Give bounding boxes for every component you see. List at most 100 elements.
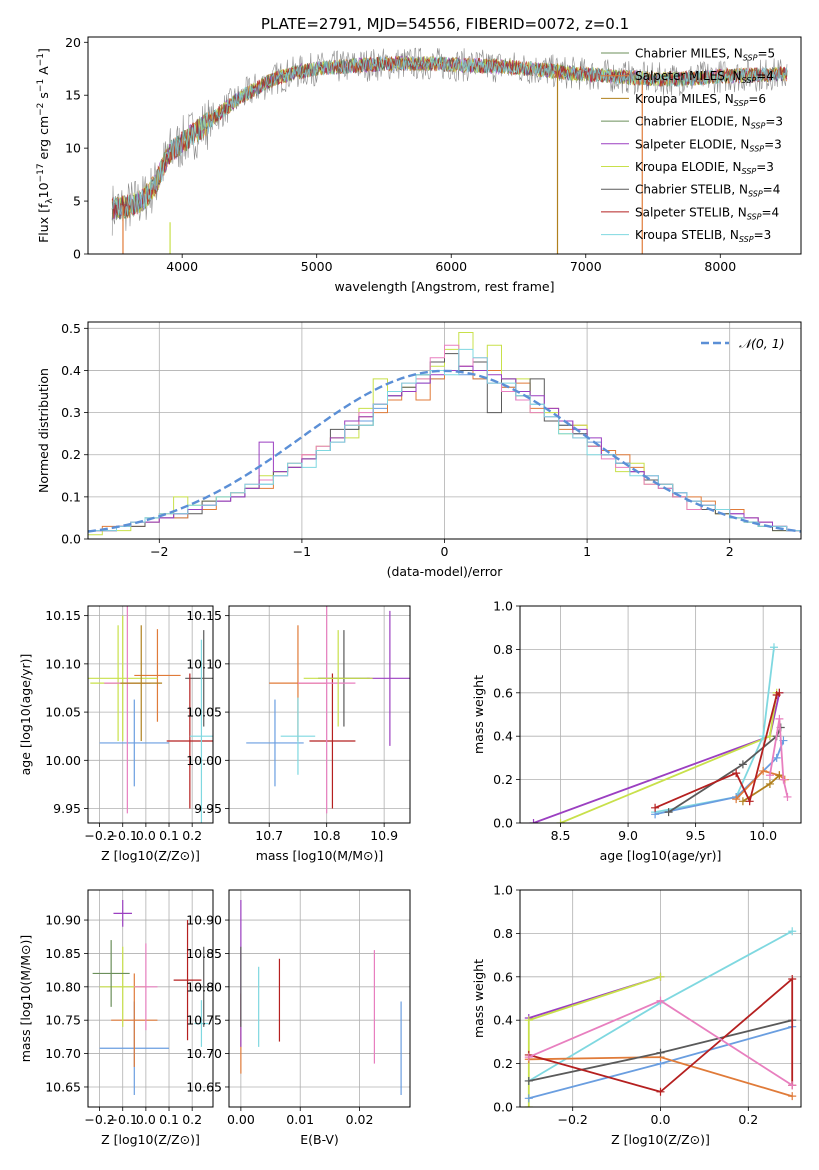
legend: Chabrier MILES, NSSP=5 Salpeter MILES, NS…: [601, 47, 783, 244]
weight-marker: [775, 771, 784, 780]
weight-marker: [745, 797, 754, 806]
legend-label: Chabrier MILES, NSSP=5: [635, 47, 775, 63]
y-tick-label: 10.85: [45, 946, 81, 961]
x-tick-label: 8.5: [551, 828, 571, 843]
legend-label: Salpeter MILES, NSSP=4: [635, 69, 774, 85]
y-tick-label: 10.05: [45, 705, 81, 720]
weight-line: [769, 718, 789, 798]
y-tick-label: 10.90: [186, 913, 222, 928]
x-tick-label: 0.02: [346, 1112, 374, 1127]
weight-marker: [738, 797, 747, 806]
weight-marker: [732, 795, 741, 804]
y-tick-label: 10: [65, 141, 81, 156]
weight-marker: [779, 775, 788, 784]
weight-marker: [775, 688, 784, 697]
axes-frame: [519, 605, 802, 824]
x-axis-label: Z [log10(Z/Z⊙)]: [101, 848, 200, 863]
age-vs-metallicity-panel: −0.2−0.10.0 0.1 0.2 9.95 10.00 10.05 10.10 10.1…: [18, 605, 214, 863]
age-vs-mass-panel: 10.7 10.8 10.9 9.95 10.00 10.05 10.10 10.15 mass…: [186, 605, 411, 863]
y-tick-label: 10.85: [186, 946, 222, 961]
x-tick-label: 0.1: [159, 828, 179, 843]
weight-marker: [524, 1094, 533, 1103]
plot-area: [92, 900, 213, 1095]
x-tick-label: −0.1: [108, 1112, 138, 1127]
y-tick-label: 0.1: [61, 489, 81, 504]
weight-marker: [759, 766, 768, 775]
y-tick-label: 10.75: [186, 1013, 222, 1028]
y-tick-label: 0.8: [493, 642, 513, 657]
y-axis-label: mass [log10(M/M⊙)]: [18, 935, 33, 1063]
y-tick-label: 20: [65, 35, 81, 50]
weight-marker: [788, 974, 797, 983]
axes-frame: [87, 605, 214, 824]
x-tick-label: 0.2: [182, 828, 202, 843]
plot-area: [524, 927, 797, 1107]
y-tick-label: 10.65: [186, 1079, 222, 1094]
weight-marker: [788, 1081, 797, 1090]
x-axis-label: age [log10(age/yr)]: [600, 848, 722, 863]
legend-label: Salpeter ELODIE, NSSP=3: [635, 137, 782, 153]
y-tick-label: 9.95: [53, 801, 81, 816]
x-tick-label: −0.2: [84, 828, 114, 843]
weight-marker: [524, 1076, 533, 1085]
y-tick-label: 0.4: [61, 363, 81, 378]
x-tick-label: 9.5: [686, 828, 706, 843]
weight-marker: [772, 753, 781, 762]
legend-label: Chabrier ELODIE, NSSP=3: [635, 115, 783, 131]
y-tick-label: 10.10: [186, 656, 222, 671]
x-tick-label: 7000: [570, 259, 602, 274]
x-tick-label: −0.2: [558, 1112, 588, 1127]
legend-label: Kroupa STELIB, NSSP=3: [635, 228, 771, 244]
plot-area: [88, 606, 213, 823]
spectrum-line: [112, 55, 788, 219]
y-axis-label: mass weight: [471, 675, 486, 754]
y-tick-label: 15: [65, 88, 81, 103]
weight-marker: [788, 1092, 797, 1101]
weight-line: [528, 977, 794, 1093]
legend-label: Chabrier STELIB, NSSP=4: [635, 183, 780, 199]
x-tick-label: 0.0: [136, 1112, 156, 1127]
plot-area: [529, 643, 792, 823]
y-tick-label: 10.00: [45, 753, 81, 768]
spectrum-line: [111, 56, 788, 219]
weight-vs-metallicity-panel: −0.2 0.0 0.2 0.0 0.2 0.4 0.6 0.8 1.0 Z [log10(Z/Z…: [471, 883, 802, 1147]
x-tick-label: 0.0: [651, 1112, 671, 1127]
x-axis-label: (data-model)/error: [387, 564, 504, 579]
x-tick-label: 0.2: [182, 1112, 202, 1127]
weight-marker: [775, 714, 784, 723]
x-tick-label: −2: [150, 544, 168, 559]
y-tick-label: 10.70: [186, 1046, 222, 1061]
weight-marker: [524, 1053, 533, 1062]
weight-marker: [524, 1016, 533, 1025]
y-tick-label: 1.0: [493, 599, 513, 614]
y-tick-label: 0.6: [493, 685, 513, 700]
y-tick-label: 0.4: [493, 729, 513, 744]
x-tick-label: 10.0: [749, 828, 777, 843]
x-tick-label: 0: [441, 544, 449, 559]
plot-area: [88, 332, 801, 536]
y-tick-label: 0: [73, 247, 81, 262]
plot-area: [246, 606, 410, 814]
residuals-panel: −2 −1 0 1 2 0.0 0.1 0.2 0.3 0.4 0.5 (data-model)/er…: [36, 321, 802, 579]
x-tick-label: 0.01: [286, 1112, 314, 1127]
x-tick-label: 9.0: [618, 828, 638, 843]
mass-vs-metallicity-panel: −0.2−0.10.0 0.1 0.2 10.65 10.70 10.75 10.80 10.…: [18, 889, 214, 1147]
mass-vs-ebv-panel: 0.00 0.01 0.02 10.65 10.70 10.75 10.80 10.85 10.…: [186, 889, 411, 1147]
weight-line: [654, 740, 785, 816]
axes-frame: [87, 321, 802, 540]
y-tick-label: 10.65: [45, 1079, 81, 1094]
y-tick-label: 1.0: [493, 883, 513, 898]
x-axis-label: wavelength [Angstrom, rest frame]: [334, 279, 554, 294]
weight-marker: [524, 1103, 533, 1107]
y-tick-label: 10.05: [186, 705, 222, 720]
spectrum-panel: 4000 5000 6000 7000 8000 0 5 10 15 20 wavelength […: [36, 35, 802, 294]
x-tick-label: 0.1: [159, 1112, 179, 1127]
y-tick-label: 10.15: [186, 608, 222, 623]
weight-marker: [656, 996, 665, 1005]
plot-area: [240, 900, 402, 1095]
legend-label: Kroupa MILES, NSSP=6: [635, 92, 766, 108]
weight-marker: [738, 760, 747, 769]
weight-marker: [656, 972, 665, 981]
x-tick-label: 0.00: [227, 1112, 255, 1127]
